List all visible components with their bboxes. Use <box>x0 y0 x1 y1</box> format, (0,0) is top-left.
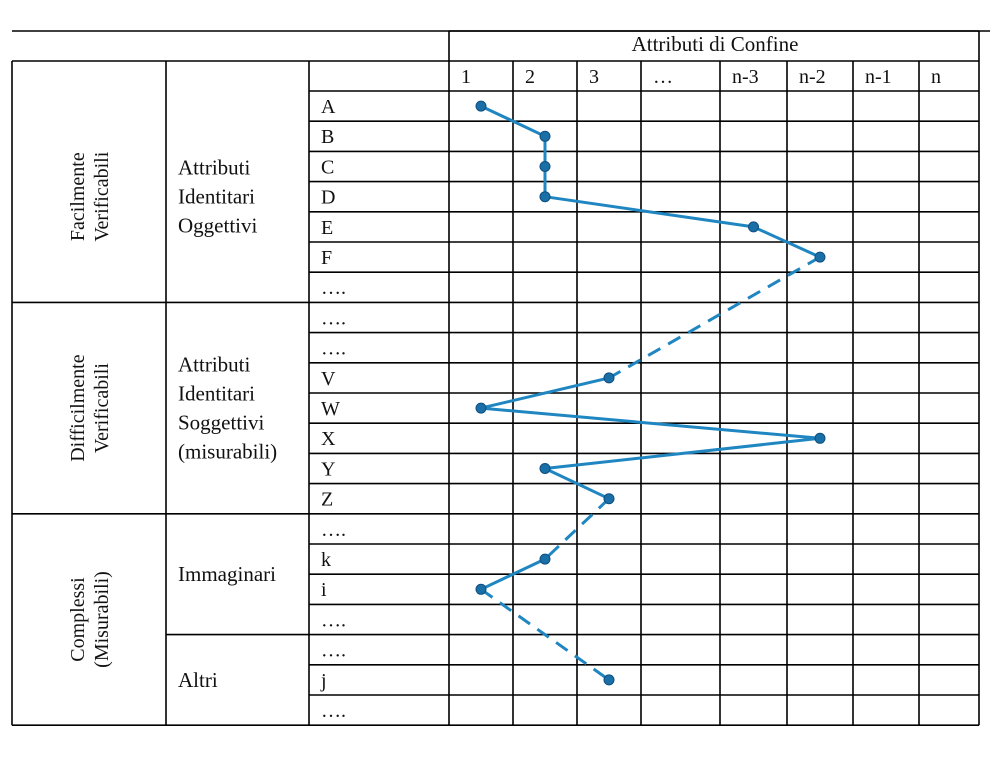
profile-point-Y <box>539 463 551 474</box>
row-label: C <box>321 156 334 178</box>
profile-segment <box>480 406 821 440</box>
group-label-line: Difficilmente <box>67 354 89 461</box>
profile-segment-dashed <box>543 497 611 561</box>
column-header: n-1 <box>865 66 892 88</box>
row-label: B <box>321 126 334 148</box>
header-title: Attributi di Confine <box>632 32 799 56</box>
profile-point-i <box>475 583 487 595</box>
group-label-line: (Misurabili) <box>91 571 113 668</box>
profile-point-D <box>539 191 551 203</box>
group-label-line: Facilmente <box>67 152 89 241</box>
table-labels: Attributi di Confine 1 2 3 … n-3 n-2 n-1 n ABCDE… <box>67 32 941 722</box>
subgroup-label-line: (misurabili) <box>178 440 277 464</box>
profile-point-F <box>814 251 826 263</box>
row-label: …. <box>321 338 346 360</box>
profile-point-V <box>603 372 615 384</box>
row-label: …. <box>321 307 346 329</box>
row-label: W <box>321 398 340 420</box>
profile-segment <box>544 195 754 229</box>
row-label: V <box>321 368 336 390</box>
subgroup-label-line: Immaginari <box>178 562 276 586</box>
profile-segment <box>544 436 821 470</box>
row-label: …. <box>321 640 346 662</box>
group-label-line: Verificabili <box>91 363 113 453</box>
column-header: n-2 <box>799 66 826 88</box>
column-header: n-3 <box>732 66 759 88</box>
profile-point-C <box>539 161 551 172</box>
group-label-line: Verificabili <box>91 151 113 241</box>
row-label: Y <box>321 458 335 480</box>
column-header: … <box>653 66 673 88</box>
row-label: A <box>321 96 336 118</box>
profile-segment <box>752 225 821 259</box>
subgroup-label-line: Identitari <box>178 382 255 406</box>
subgroup-label-line: Soggettivi <box>178 411 265 435</box>
row-label: …. <box>321 609 346 631</box>
profile-segment-dashed <box>608 255 821 380</box>
row-label: k <box>321 549 331 571</box>
subgroup-label-line: Oggettivi <box>178 214 257 238</box>
subgroup-label-line: Attributi <box>178 156 250 180</box>
subgroup-label-line: Attributi <box>178 353 250 377</box>
profile-points <box>475 100 826 686</box>
profile-point-X <box>814 432 826 444</box>
profile-segment <box>480 376 610 410</box>
group-label-line: Complessi <box>67 577 89 662</box>
row-label: …. <box>321 277 346 299</box>
profile-point-Z <box>603 493 615 505</box>
profile-point-B <box>539 130 551 142</box>
subgroup-label-line: Altri <box>178 668 218 692</box>
row-label: …. <box>321 519 346 541</box>
row-label: F <box>321 247 332 269</box>
group-label: Facilmente Verificabili <box>67 151 113 241</box>
group-label: Complessi (Misurabili) <box>67 571 113 668</box>
profile-connectors <box>480 104 821 682</box>
profile-segment <box>480 557 546 591</box>
profile-segment <box>544 467 610 501</box>
column-header: 1 <box>461 66 471 88</box>
column-header: n <box>931 66 941 88</box>
row-label: …. <box>321 700 346 722</box>
row-label: j <box>320 670 327 692</box>
profile-point-j <box>603 674 615 686</box>
row-label: i <box>321 579 327 601</box>
column-header: 2 <box>525 66 535 88</box>
profile-segment-dashed <box>480 588 610 682</box>
profile-point-E <box>748 221 759 233</box>
profile-point-A <box>475 100 487 112</box>
group-label: Difficilmente Verificabili <box>67 354 113 461</box>
subgroup-label-line: Identitari <box>178 185 255 209</box>
row-label: Z <box>321 489 333 511</box>
row-label: E <box>321 217 333 239</box>
profile-segment <box>480 104 546 138</box>
profile-point-W <box>475 402 487 414</box>
column-header: 3 <box>589 66 599 88</box>
row-label: D <box>321 187 335 209</box>
table-grid <box>11 30 990 727</box>
profile-point-k <box>539 553 551 565</box>
row-label: X <box>321 428 336 450</box>
